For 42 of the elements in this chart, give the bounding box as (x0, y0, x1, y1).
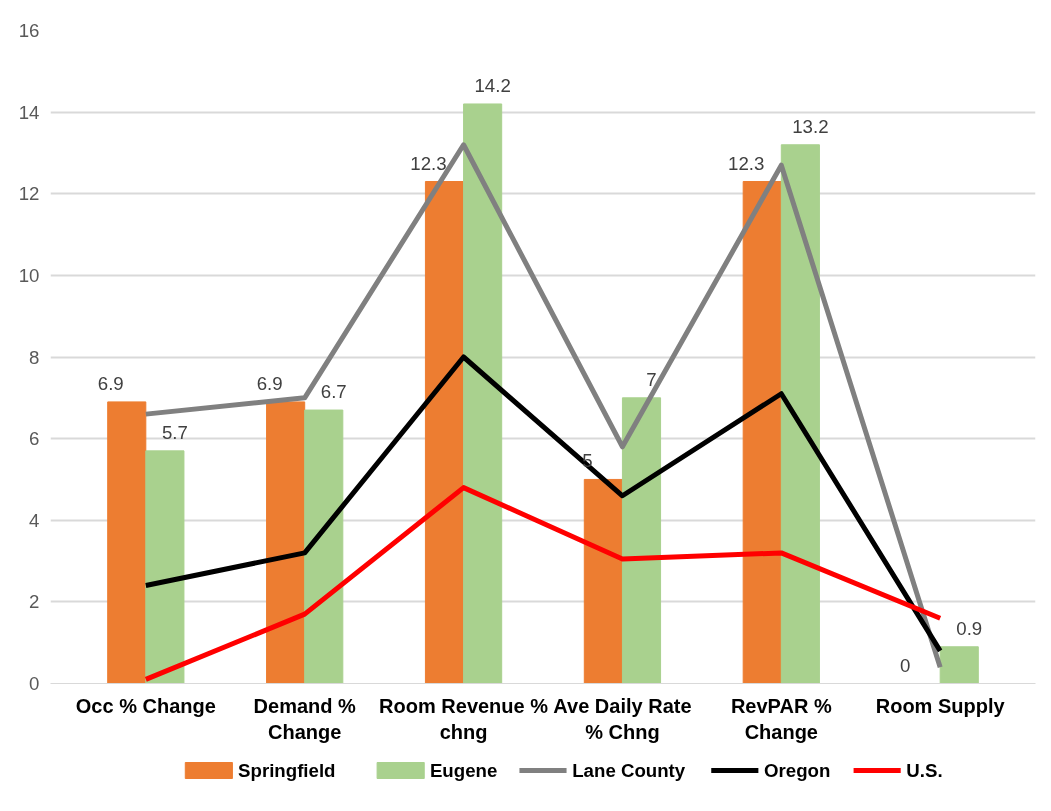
data-label: 13.2 (792, 115, 829, 137)
x-tick-label: Occ % Change (75, 694, 216, 717)
y-tick-label: 4 (29, 509, 40, 531)
y-tick-label: 2 (29, 591, 40, 613)
x-tick-label: Room Supply (875, 694, 1006, 717)
bar (145, 450, 185, 684)
y-tick-label: 8 (29, 346, 40, 368)
legend-label: Eugene (429, 760, 498, 781)
data-label: 6.9 (256, 372, 283, 394)
data-label: 0.9 (956, 617, 983, 639)
bar (939, 646, 979, 684)
y-tick-label: 10 (18, 264, 40, 286)
bar (621, 397, 662, 684)
x-tick-label: RevPAR % Change (730, 694, 832, 743)
y-tick-label: 16 (18, 20, 40, 41)
legend-label: Oregon (764, 760, 831, 781)
bar (304, 409, 344, 684)
bar (424, 181, 465, 684)
bar (463, 103, 503, 684)
x-tick-label: Room Revenue % chng (379, 694, 549, 743)
data-label: 0 (899, 654, 911, 676)
bar (266, 401, 306, 684)
y-tick-label: 12 (18, 183, 40, 205)
bar (583, 478, 623, 684)
bar (107, 401, 147, 684)
x-tick-label: Demand % Change (253, 694, 357, 743)
data-label: 12.3 (410, 152, 447, 174)
legend-label: Springfield (238, 760, 336, 781)
data-label: 5.7 (161, 421, 188, 443)
data-label: 6.7 (320, 381, 347, 403)
data-label: 6.9 (97, 372, 124, 394)
data-label: 12.3 (728, 152, 765, 174)
legend-label: Lane County (572, 760, 686, 781)
data-label: 7 (646, 368, 657, 390)
bar (742, 181, 782, 684)
y-tick-label: 0 (29, 673, 40, 694)
data-label: 14.2 (474, 74, 511, 96)
legend-label: U.S. (906, 760, 943, 781)
y-tick-label: 14 (18, 101, 40, 123)
bar (780, 144, 820, 684)
x-tick-label: Ave Daily Rate % Chng (553, 694, 692, 743)
y-tick-label: 6 (29, 428, 40, 450)
